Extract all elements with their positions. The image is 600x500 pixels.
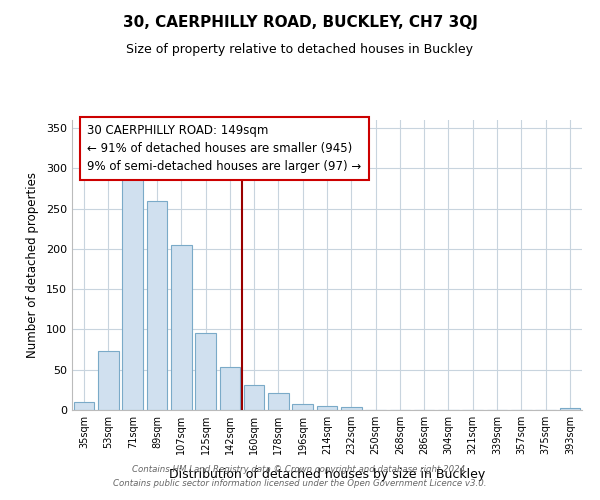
Text: 30, CAERPHILLY ROAD, BUCKLEY, CH7 3QJ: 30, CAERPHILLY ROAD, BUCKLEY, CH7 3QJ (122, 15, 478, 30)
Y-axis label: Number of detached properties: Number of detached properties (26, 172, 39, 358)
Bar (268, 393, 289, 410)
Bar (341, 407, 362, 410)
Bar (122, 178, 143, 410)
Bar (292, 404, 313, 410)
Text: Size of property relative to detached houses in Buckley: Size of property relative to detached ho… (127, 44, 473, 57)
Bar (74, 402, 94, 410)
Text: 30 CAERPHILLY ROAD: 149sqm
← 91% of detached houses are smaller (945)
9% of semi: 30 CAERPHILLY ROAD: 149sqm ← 91% of deta… (88, 124, 362, 174)
Bar (171, 245, 191, 410)
X-axis label: Distribution of detached houses by size in Buckley: Distribution of detached houses by size … (169, 468, 485, 481)
Bar (98, 351, 119, 410)
Bar (244, 385, 265, 410)
Text: Contains HM Land Registry data © Crown copyright and database right 2024.
Contai: Contains HM Land Registry data © Crown c… (113, 466, 487, 487)
Bar (195, 332, 216, 410)
Bar (560, 408, 580, 410)
Bar (317, 406, 337, 410)
Bar (220, 366, 240, 410)
Bar (146, 200, 167, 410)
